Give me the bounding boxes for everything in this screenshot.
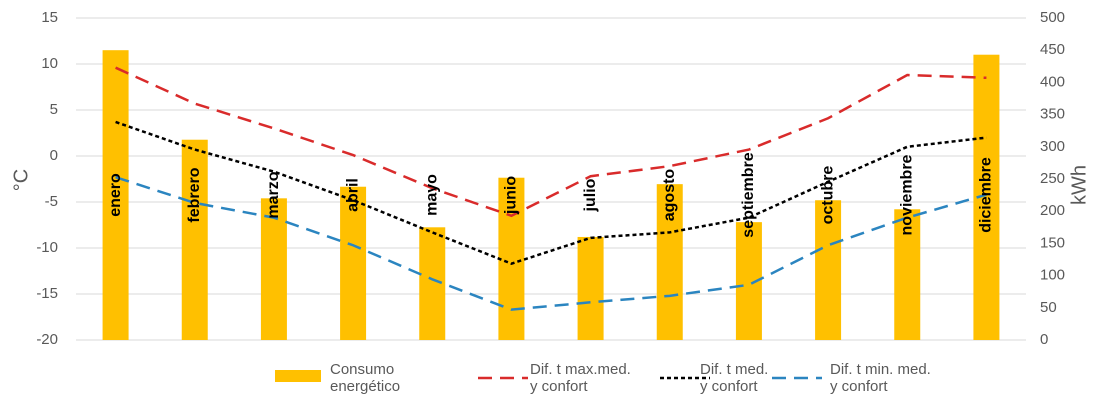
line [115,66,987,218]
y-tick-label: -20 [36,331,58,348]
bar [181,139,208,340]
bar [656,184,683,340]
legend-label: Dif. t med. y confort [700,361,768,395]
legend-label: Dif. t min. med. y confort [830,361,931,395]
y2-tick-label: 250 [1040,170,1065,187]
x-tick-label: julio [582,178,599,212]
y-tick-label: 0 [50,147,58,164]
x-tick-label: noviembre [898,154,915,235]
y-axis-title: °C [10,169,32,191]
y2-tick-label: 500 [1040,9,1065,26]
y2-axis-title: kWh [1068,165,1090,205]
y2-tick-label: 200 [1040,202,1065,219]
x-tick-label: agosto [661,169,678,222]
y-tick-label: 15 [41,9,58,26]
y2-tick-label: 350 [1040,106,1065,123]
x-tick-label: mayo [423,174,440,216]
bar [260,198,287,340]
x-tick-label: enero [107,173,124,217]
y-tick-label: -15 [36,285,58,302]
x-tick-label: diciembre [978,157,995,233]
y2-tick-label: 100 [1040,267,1065,284]
line [115,175,987,311]
x-tick-label: septiembre [740,152,757,237]
y2-tick-label: 450 [1040,41,1065,58]
y2-tick-label: 150 [1040,234,1065,251]
x-tick-label: abril [344,178,361,212]
y2-tick-label: 50 [1040,299,1057,316]
y2-tick-label: 400 [1040,73,1065,90]
bar [340,186,367,340]
line [115,120,987,265]
y-tick-label: 5 [50,101,58,118]
bar [102,50,129,340]
legend-label: Dif. t max.med. y confort [530,361,631,395]
bar [498,177,525,340]
x-tick-label: febrero [186,167,203,222]
bar [577,236,604,340]
x-tick-label: junio [503,176,520,215]
y-tick-label: -10 [36,239,58,256]
y-tick-label: 10 [41,55,58,72]
y-tick-label: -5 [45,193,58,210]
bar [894,209,921,340]
y2-tick-label: 300 [1040,138,1065,155]
x-tick-label: octubre [819,166,836,225]
legend-label: Consumo energético [330,361,400,395]
bar [815,200,842,340]
x-tick-label: marzo [265,171,282,218]
y2-tick-label: 0 [1040,331,1048,348]
legend-swatch [275,370,321,382]
